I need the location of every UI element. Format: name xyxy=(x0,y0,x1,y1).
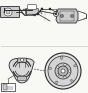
Circle shape xyxy=(19,9,21,11)
Circle shape xyxy=(64,76,66,78)
Bar xyxy=(1,83,15,91)
Circle shape xyxy=(61,69,65,73)
Bar xyxy=(3,84,7,90)
Wedge shape xyxy=(70,79,74,83)
Circle shape xyxy=(57,66,59,68)
Circle shape xyxy=(61,15,63,17)
Circle shape xyxy=(21,58,23,61)
Wedge shape xyxy=(55,81,58,84)
Circle shape xyxy=(54,12,59,16)
Circle shape xyxy=(48,56,78,86)
Circle shape xyxy=(9,9,11,11)
FancyBboxPatch shape xyxy=(26,9,38,14)
FancyBboxPatch shape xyxy=(18,77,26,80)
Polygon shape xyxy=(9,59,34,83)
Wedge shape xyxy=(74,64,77,67)
Wedge shape xyxy=(48,67,51,69)
Circle shape xyxy=(55,13,57,15)
FancyBboxPatch shape xyxy=(18,58,26,62)
Circle shape xyxy=(34,14,36,16)
Circle shape xyxy=(45,53,81,89)
Circle shape xyxy=(60,15,64,17)
Circle shape xyxy=(49,8,51,10)
Wedge shape xyxy=(60,56,63,59)
Circle shape xyxy=(4,8,12,16)
Circle shape xyxy=(57,74,59,76)
Circle shape xyxy=(68,70,71,72)
Circle shape xyxy=(37,13,39,15)
Circle shape xyxy=(71,15,73,17)
Circle shape xyxy=(58,66,68,76)
Circle shape xyxy=(64,64,66,66)
Circle shape xyxy=(55,63,71,79)
FancyBboxPatch shape xyxy=(1,7,20,17)
Circle shape xyxy=(41,8,43,10)
FancyBboxPatch shape xyxy=(28,5,36,9)
Circle shape xyxy=(70,15,73,17)
Polygon shape xyxy=(56,9,78,23)
Circle shape xyxy=(6,10,10,14)
